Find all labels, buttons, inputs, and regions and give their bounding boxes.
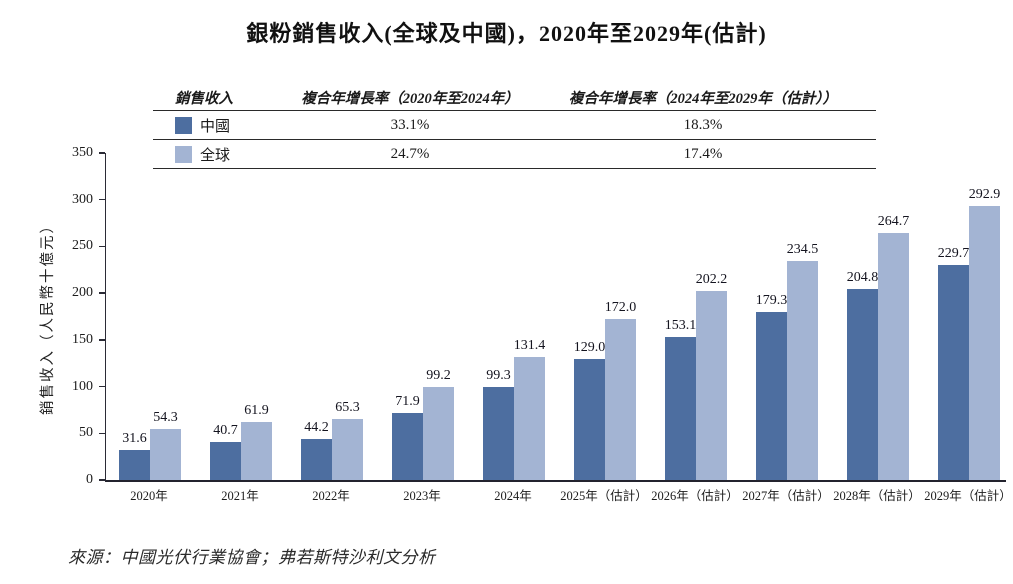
y-tick-label: 350 (72, 145, 93, 160)
bar-value-label: 99.2 (426, 368, 451, 384)
y-tick-mark (98, 339, 105, 341)
bar-global (150, 429, 181, 480)
x-tick-label: 2029年（估計） (924, 489, 1012, 503)
y-tick-mark (98, 198, 105, 201)
bar-china (119, 450, 150, 480)
y-tick-label: 200 (72, 285, 93, 301)
global-cagr-2020-2024: 24.7% (390, 145, 430, 162)
bar-china (392, 412, 423, 480)
x-tick-label: 2021年 (221, 489, 259, 503)
y-tick-mark (98, 245, 105, 248)
y-tick-label: 150 (72, 331, 93, 347)
table-header-row: 銷售收入 複合年增長率（2020年至2024年） 複合年增長率（2024年至20… (153, 84, 876, 111)
source-note: 來源：中國光伏行業協會；弗若斯特沙利文分析 (68, 548, 436, 567)
bar-value-label: 234.5 (786, 241, 819, 257)
global-cagr-2024-2029: 17.4% (683, 145, 723, 162)
y-tick-label: 0 (86, 472, 93, 487)
x-tick-label: 2026年（估計） (651, 489, 739, 503)
table-header-sales: 銷售收入 (175, 90, 233, 107)
bar-value-label: 202.2 (695, 272, 728, 288)
bar-global (332, 419, 363, 480)
bar-value-label: 292.9 (968, 187, 1001, 203)
y-tick-label: 250 (72, 238, 93, 254)
chart-title: 銀粉銷售收入(全球及中國)，2020年至2029年(估計) (246, 21, 767, 46)
y-tick-label: 300 (72, 191, 93, 207)
bar-value-label: 204.8 (846, 269, 879, 285)
table-header-cagr-2024-2029: 複合年增長率（2024年至2029年（估計）） (568, 90, 838, 107)
y-tick-mark (98, 479, 105, 481)
bar-china (756, 312, 787, 480)
x-tick-label: 2023年 (403, 489, 441, 503)
bar-china (301, 438, 332, 480)
cagr-summary-table: 銷售收入 複合年增長率（2020年至2024年） 複合年增長率（2024年至20… (153, 84, 876, 169)
bar-china (665, 336, 696, 480)
bar-china (483, 387, 514, 480)
bar-value-label: 129.0 (573, 340, 606, 356)
bar-china (210, 441, 241, 480)
table-row-china: 中國 33.1% 18.3% (153, 111, 876, 140)
global-series-swatch (175, 145, 192, 163)
bar-value-label: 179.3 (755, 293, 788, 309)
bar-value-label: 54.3 (153, 410, 178, 426)
bar-global (787, 260, 818, 480)
table-row-global: 全球 24.7% 17.4% (153, 140, 876, 169)
table-header-cagr-2020-2024: 複合年增長率（2020年至2024年） (301, 90, 519, 107)
y-tick-label: 100 (72, 378, 93, 394)
plot-area: 31.6 54.3 40.7 61.9 44.2 65.3 71.9 99.2 99.3 131.… (98, 152, 1006, 482)
x-tick-label: 2027年（估計） (742, 489, 830, 503)
bar-value-label: 172.0 (604, 300, 637, 316)
x-axis-labels: 2020年 2021年 2022年 2023年 2024年 2025年（估計） 2026年（… (105, 485, 1012, 505)
x-tick-label: 2020年 (130, 489, 168, 503)
x-tick-label: 2022年 (312, 489, 350, 503)
bar-china (847, 288, 878, 480)
y-tick-mark (98, 432, 105, 435)
bar-value-label: 131.4 (513, 338, 546, 354)
bar-global (878, 232, 909, 480)
china-cagr-2020-2024: 33.1% (390, 116, 430, 133)
bar-value-label: 44.2 (304, 419, 329, 435)
bar-value-label: 153.1 (664, 317, 697, 333)
x-tick-label: 2028年（估計） (833, 489, 921, 503)
china-cagr-2024-2029: 18.3% (683, 116, 723, 133)
bar-value-label: 99.3 (486, 368, 511, 384)
bar-value-label: 40.7 (213, 422, 238, 438)
bar-global (969, 206, 1000, 480)
bar-global (514, 357, 545, 480)
bar-value-label: 264.7 (877, 213, 910, 229)
bar-china (938, 265, 969, 480)
bar-value-label: 229.7 (937, 246, 970, 262)
bar-global (605, 319, 636, 480)
y-tick-mark (98, 292, 105, 294)
global-series-label: 全球 (200, 147, 231, 164)
china-series-swatch (175, 116, 192, 134)
china-series-label: 中國 (200, 118, 231, 135)
y-tick-mark (98, 152, 105, 154)
bar-value-label: 71.9 (395, 393, 420, 409)
bar-value-label: 61.9 (244, 403, 269, 419)
bar-value-label: 65.3 (335, 400, 360, 415)
bar-global (696, 291, 727, 480)
y-tick-label: 50 (79, 425, 93, 441)
x-tick-label: 2025年（估計） (560, 489, 648, 503)
bar-global (423, 387, 454, 480)
bar-global (241, 422, 272, 480)
y-tick-mark (98, 385, 105, 388)
bar-value-label: 31.6 (122, 431, 147, 447)
bar-china (574, 359, 605, 480)
x-tick-label: 2024年 (494, 489, 532, 503)
